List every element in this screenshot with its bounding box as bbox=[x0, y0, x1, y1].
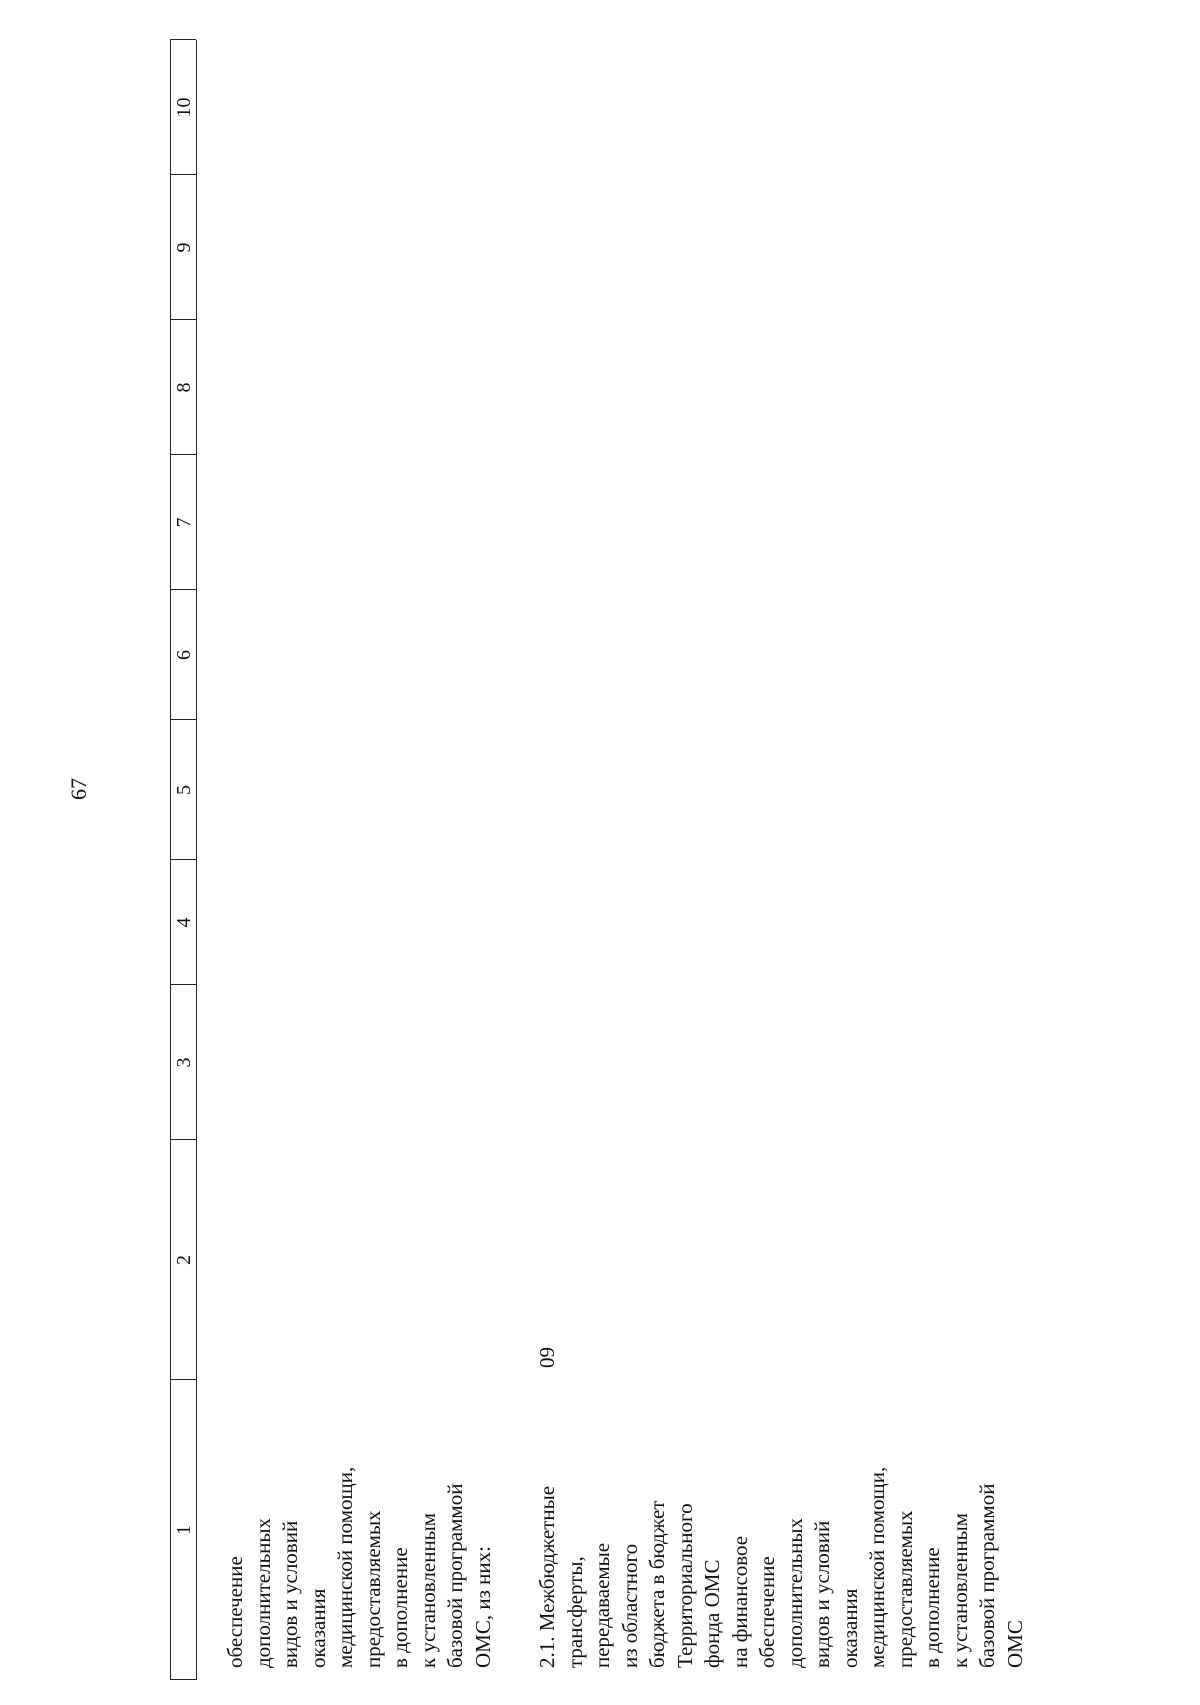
table-cell: 09 bbox=[534, 1347, 562, 1368]
cell-line: медицинской помощи, bbox=[333, 1466, 357, 1668]
cell-line: дополнительных bbox=[782, 1517, 807, 1668]
cell-line: Территориального bbox=[672, 1503, 697, 1668]
cell-line: предоставляемых bbox=[360, 1510, 385, 1668]
cell-line: 09 bbox=[535, 1347, 559, 1368]
header-cell: 1 bbox=[173, 1525, 195, 1535]
header-bottom-border bbox=[196, 40, 197, 1680]
cell-line: видов и условий bbox=[278, 1520, 302, 1668]
header-cell: 4 bbox=[173, 917, 195, 928]
cell-line: ОМС bbox=[1002, 1620, 1027, 1668]
table-cell: обеспечение дополнительных видов и условий… bbox=[222, 1467, 497, 1668]
cell-line: в дополнение bbox=[920, 1547, 944, 1668]
cell-line: к установленным bbox=[947, 1512, 972, 1668]
cell-line: 2.1. Межбюджетные bbox=[535, 1485, 559, 1668]
cell-line: к установленным bbox=[415, 1512, 440, 1668]
table-cell: 2.1. Межбюджетные трансферты, передаваемые… bbox=[534, 1467, 1029, 1668]
cell-line: базовой программой bbox=[443, 1483, 467, 1668]
header-cell: 5 bbox=[173, 785, 195, 795]
header-cell: 8 bbox=[173, 382, 195, 393]
cell-line: медицинской помощи, bbox=[865, 1466, 889, 1668]
cell-line: предоставляемых bbox=[892, 1510, 917, 1668]
cell-line: дополнительных bbox=[250, 1517, 275, 1668]
cell-line: фонда ОМС bbox=[700, 1559, 724, 1668]
cell-line: оказания bbox=[305, 1588, 330, 1668]
header-cell: 2 bbox=[173, 1255, 195, 1265]
header-cell: 3 bbox=[173, 1057, 195, 1068]
cell-line: базовой программой bbox=[975, 1483, 999, 1668]
cell-line: обеспечение bbox=[223, 1556, 247, 1668]
cell-line: видов и условий bbox=[810, 1520, 834, 1668]
header-cell: 10 bbox=[173, 97, 195, 118]
cell-line: трансферты, bbox=[562, 1556, 587, 1668]
cell-line: в дополнение bbox=[388, 1547, 412, 1668]
cell-line: ОМС, из них: bbox=[470, 1546, 495, 1668]
header-cell: 7 bbox=[173, 517, 195, 528]
cell-line: оказания bbox=[837, 1588, 862, 1668]
cell-line: на финансовое bbox=[727, 1535, 752, 1668]
cell-line: передаваемые bbox=[590, 1542, 614, 1668]
cell-line: из областного bbox=[617, 1543, 642, 1668]
page-number: 67 bbox=[66, 778, 91, 800]
header-cell: 6 bbox=[173, 650, 195, 660]
table-top-border bbox=[170, 40, 171, 1680]
cell-line: бюджета в бюджет bbox=[645, 1500, 669, 1668]
cell-line: обеспечение bbox=[755, 1556, 779, 1668]
header-cell: 9 bbox=[173, 242, 195, 253]
